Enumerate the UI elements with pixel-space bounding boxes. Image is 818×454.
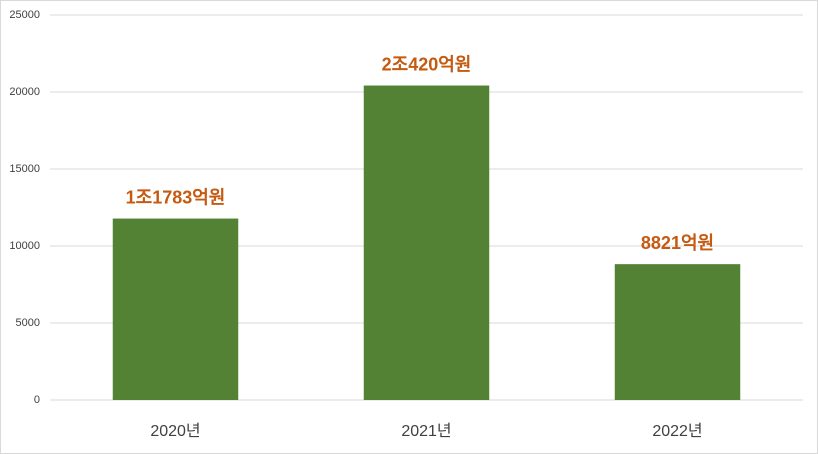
bar — [363, 85, 490, 401]
data-label: 8821억원 — [641, 233, 714, 253]
y-tick-label: 20000 — [9, 86, 40, 98]
y-tick-label: 0 — [34, 394, 40, 406]
x-tick-label: 2020년 — [150, 422, 200, 440]
y-tick-label: 25000 — [9, 9, 40, 21]
y-tick-label: 10000 — [9, 240, 40, 252]
x-tick-label: 2022년 — [652, 422, 702, 440]
data-label: 2조420억원 — [382, 54, 472, 74]
data-label: 1조1783억원 — [126, 187, 226, 207]
x-tick-label: 2021년 — [401, 422, 451, 440]
bar — [112, 218, 239, 400]
bar — [614, 264, 741, 400]
y-tick-label: 15000 — [9, 163, 40, 175]
y-tick-label: 5000 — [16, 317, 40, 329]
